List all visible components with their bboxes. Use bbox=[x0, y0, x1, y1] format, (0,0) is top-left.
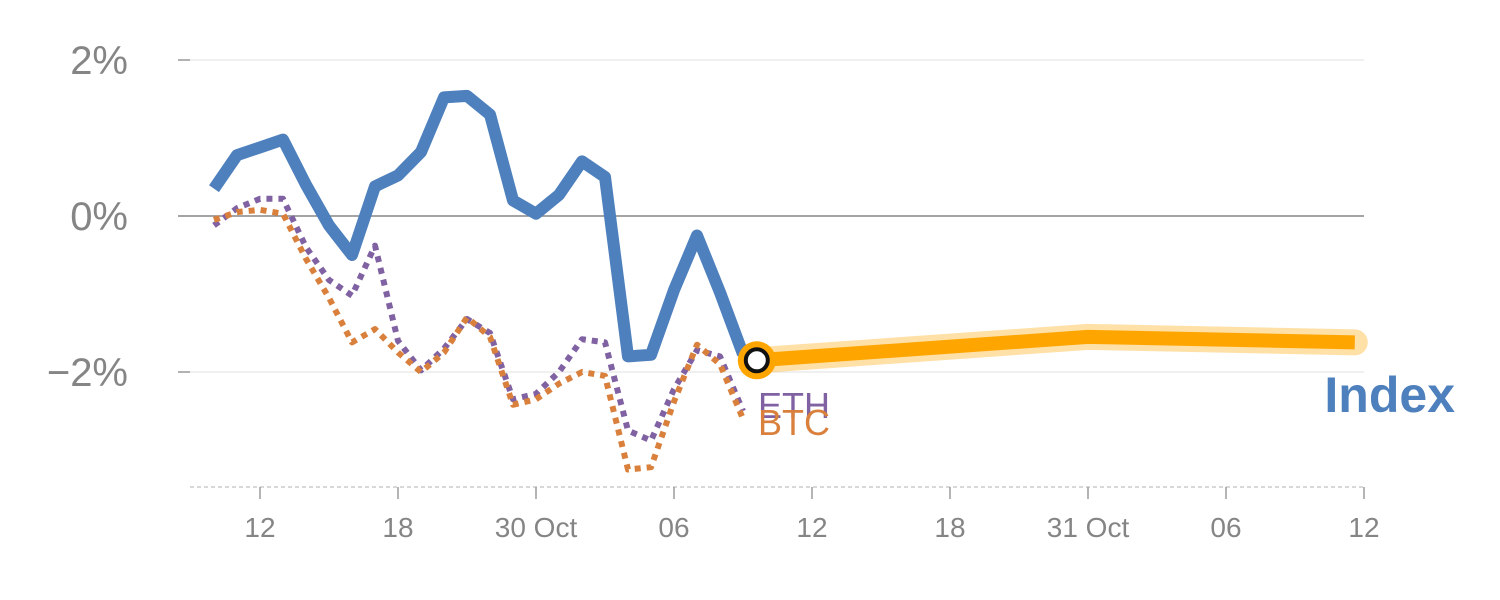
x-tick-label: 12 bbox=[796, 512, 827, 543]
series-btc-line bbox=[213, 206, 746, 473]
y-tick-label: 2% bbox=[70, 39, 128, 83]
x-tick-label: 06 bbox=[658, 512, 689, 543]
x-axis: 12 18 30 Oct 06 12 18 31 Oct 06 12 bbox=[190, 486, 1380, 543]
series-eth-line bbox=[212, 195, 746, 444]
x-tick-label: 31 Oct bbox=[1047, 512, 1130, 543]
x-tick-label: 18 bbox=[934, 512, 965, 543]
series-label-btc: BTC bbox=[758, 402, 830, 443]
marker-layer bbox=[737, 341, 776, 380]
series-label-index: Index bbox=[1324, 367, 1455, 423]
label-layer: ETH BTC Index bbox=[758, 367, 1455, 443]
x-tick-label: 18 bbox=[382, 512, 413, 543]
grid-lines bbox=[178, 59, 1364, 373]
series-projection-line bbox=[756, 329, 1355, 368]
series-label-eth: ETH bbox=[758, 385, 830, 426]
series-index-line bbox=[209, 89, 749, 363]
series-layer bbox=[209, 89, 1368, 473]
x-tick-label: 12 bbox=[244, 512, 275, 543]
x-tick-label: 12 bbox=[1348, 512, 1379, 543]
marker-point bbox=[743, 347, 770, 374]
y-tick-label: 0% bbox=[70, 195, 128, 239]
y-tick-label: −2% bbox=[47, 351, 128, 395]
y-axis: 2% 0% −2% bbox=[47, 39, 190, 395]
x-tick-label: 30 Oct bbox=[495, 512, 578, 543]
x-tick-label: 06 bbox=[1210, 512, 1241, 543]
